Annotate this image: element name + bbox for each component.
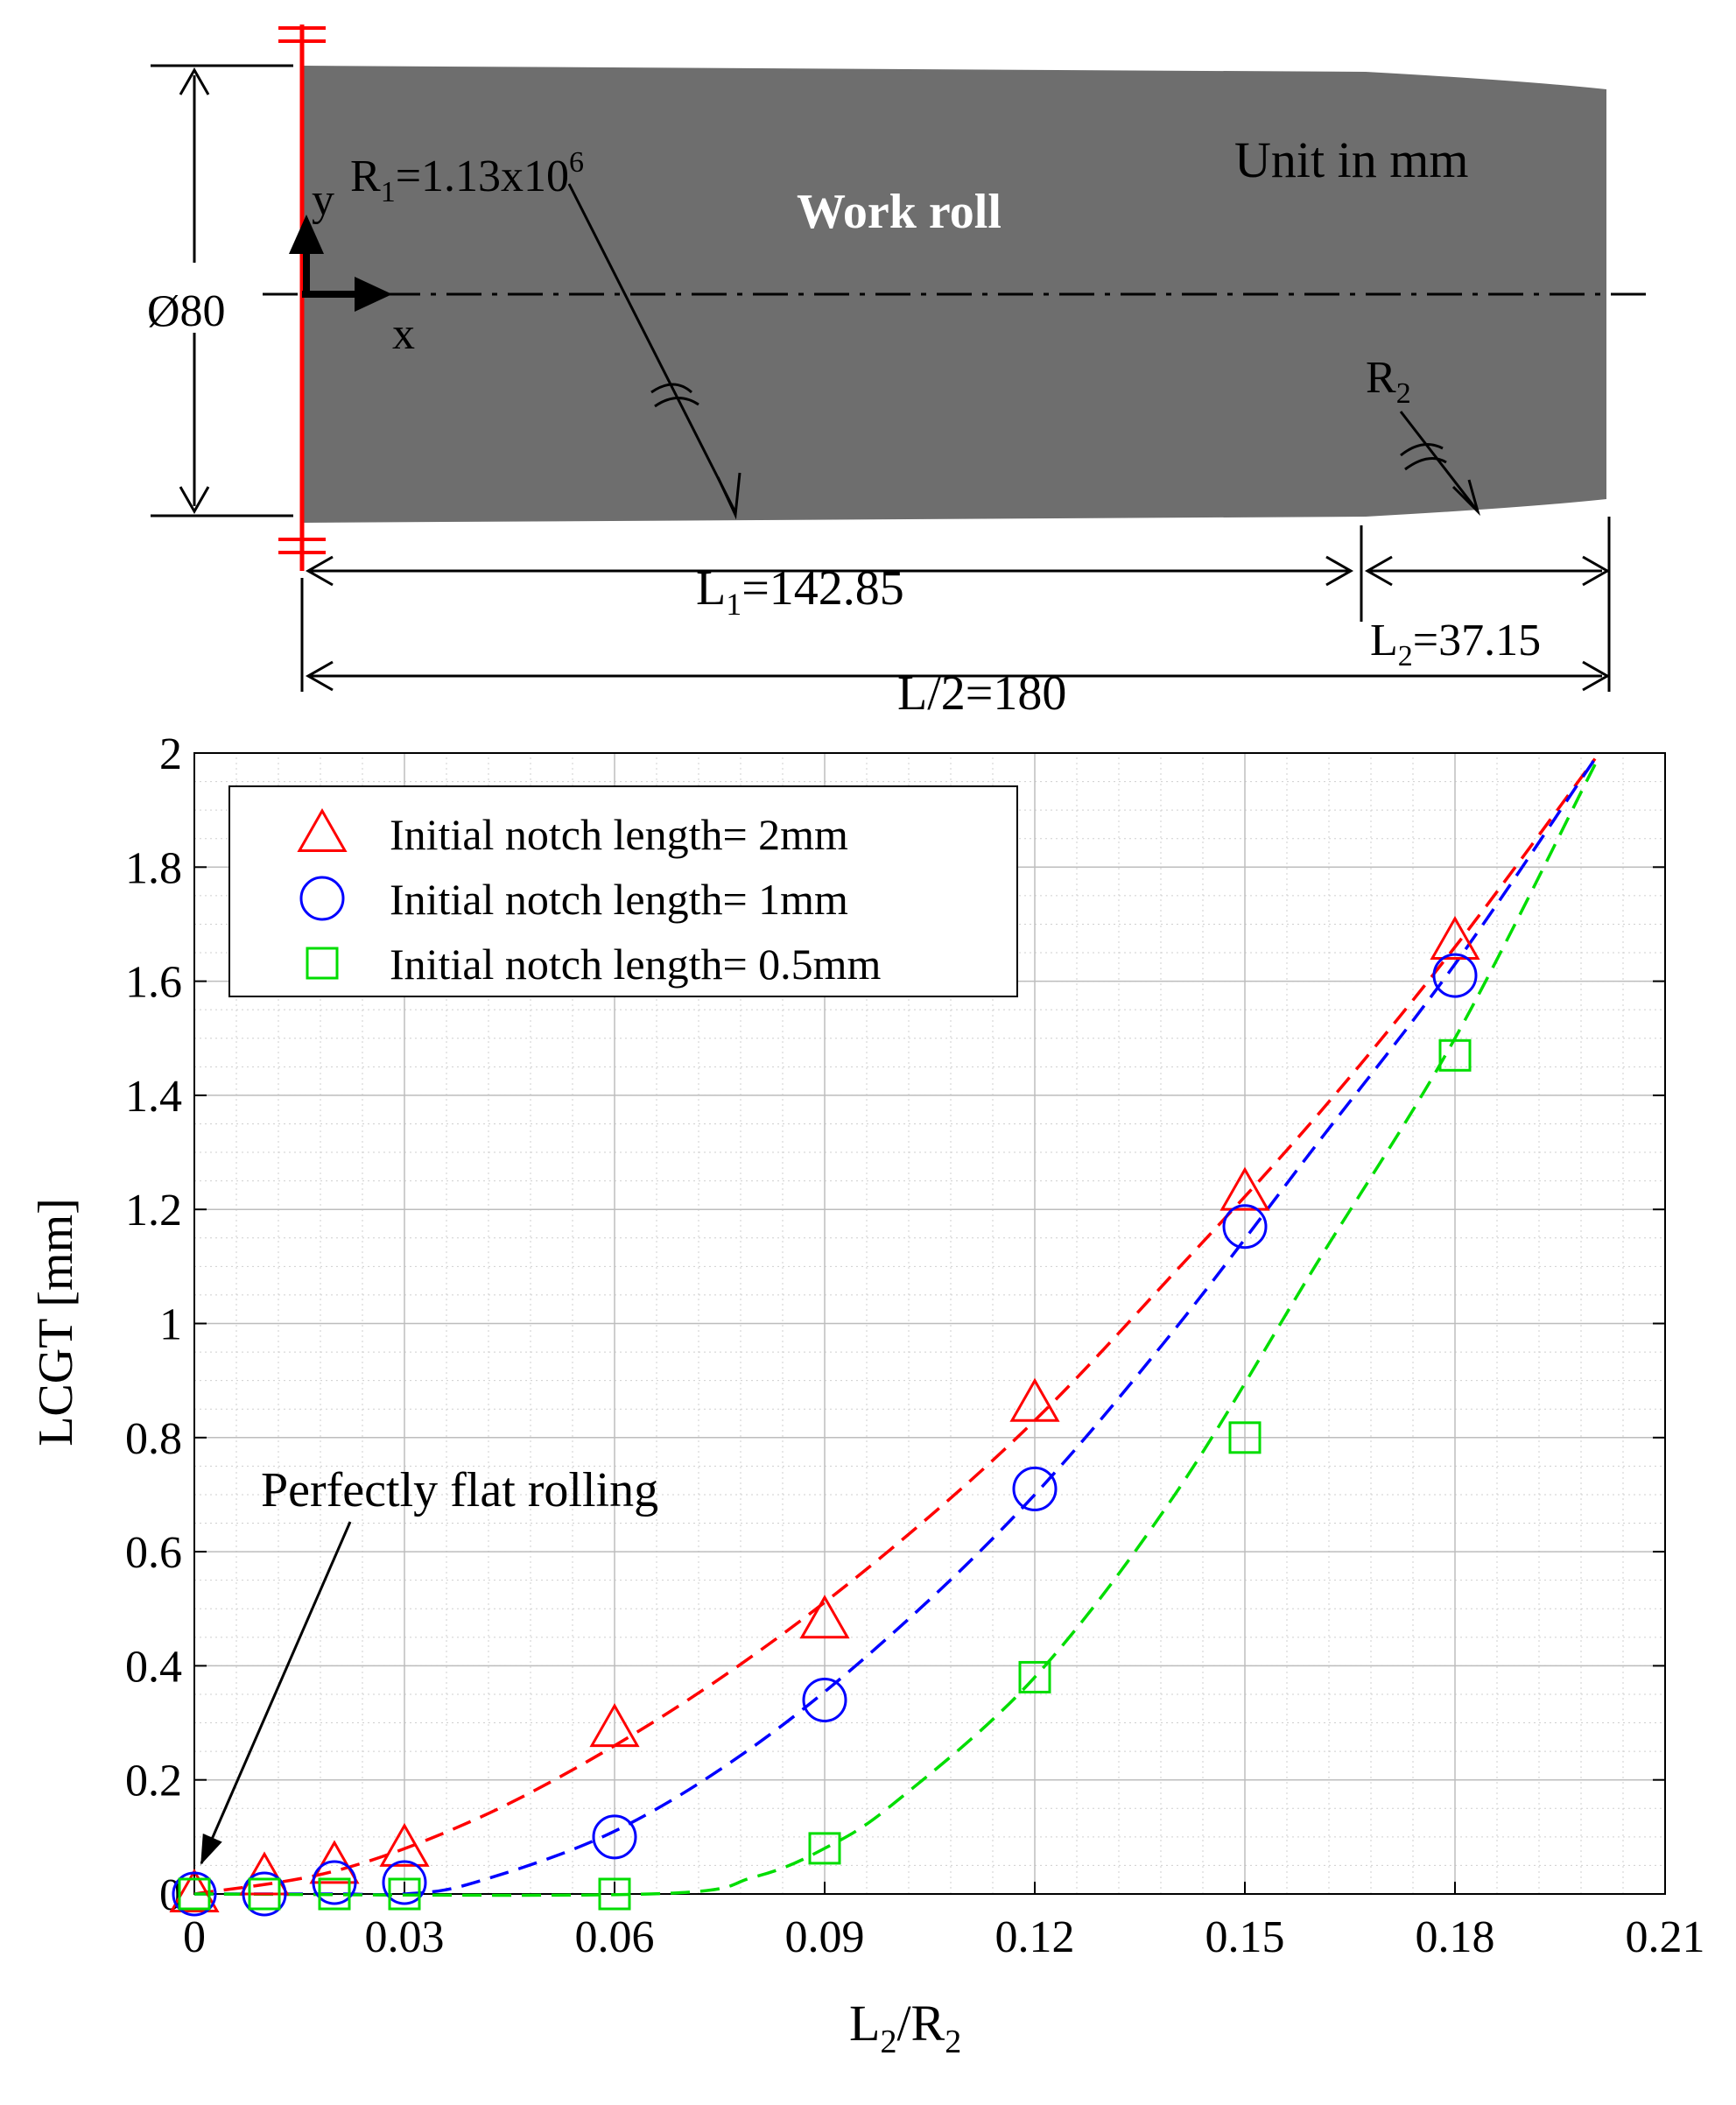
data-point-series-1 <box>1219 1166 1270 1211</box>
l1-dimension <box>305 525 1363 622</box>
annotation-arrow <box>200 1521 352 1865</box>
y-tick-label: 0.8 <box>125 1414 182 1464</box>
legend: Initial notch length= 2mm Initial notch l… <box>228 785 1018 997</box>
half-length-dimension <box>300 578 1611 692</box>
x-tick-label: 0.12 <box>995 1912 1075 1962</box>
data-markers <box>169 915 1480 1917</box>
x-axis-label: L2/R2 <box>849 1995 961 2060</box>
l1-label: L1=142.85 <box>696 561 904 622</box>
data-point-series-1 <box>309 1840 360 1884</box>
data-point-series-1 <box>239 1851 290 1896</box>
fixed-edge-hatch-bottom <box>278 538 326 554</box>
fit-curves <box>193 757 1597 1897</box>
legend-marker-2 <box>299 876 345 921</box>
y-axis-label: LCGT [mm] <box>29 1198 83 1447</box>
y-tick-label: 0.4 <box>125 1642 182 1692</box>
local-axes <box>289 215 392 312</box>
x-tick-label: 0.21 <box>1626 1912 1705 1962</box>
legend-label-2: Initial notch length= 1mm <box>390 875 848 924</box>
data-point-series-3 <box>178 1877 211 1911</box>
legend-marker-1 <box>297 807 348 852</box>
legend-marker-3 <box>306 947 339 980</box>
work-roll-label: Work roll <box>797 185 1002 239</box>
data-point-series-2 <box>382 1860 427 1905</box>
data-point-series-1 <box>799 1595 850 1639</box>
data-point-series-1 <box>589 1703 640 1748</box>
data-point-series-3 <box>1228 1421 1262 1454</box>
chart: 0 0.03 0.06 0.09 0.12 0.15 0.18 0.2100.20.40.60… <box>29 729 1705 2060</box>
l2-label: L2=37.15 <box>1370 616 1541 672</box>
r2-label: R2 <box>1366 353 1411 410</box>
y-tick-label: 0.6 <box>125 1528 182 1578</box>
grid <box>193 752 1666 1895</box>
data-point-series-3 <box>1018 1660 1051 1693</box>
x-tick-label: 0.03 <box>365 1912 445 1962</box>
data-point-series-2 <box>1222 1204 1268 1250</box>
y-tick-label: 1.6 <box>125 958 182 1008</box>
legend-box <box>228 785 1018 997</box>
fit-curve-series-3 <box>193 764 1597 1897</box>
y-tick-label: 2 <box>159 729 182 779</box>
data-point-series-2 <box>1012 1466 1058 1511</box>
data-point-series-3 <box>248 1877 281 1911</box>
r1-label: R1=1.13x106 <box>350 146 584 208</box>
r2-leader <box>1399 411 1480 517</box>
diameter-label: Ø80 <box>147 286 226 336</box>
data-point-series-1 <box>1009 1377 1060 1422</box>
data-point-series-1 <box>379 1822 430 1867</box>
x-tick-label: 0.15 <box>1205 1912 1285 1962</box>
y-tick-label: 0.2 <box>125 1757 182 1806</box>
data-point-series-3 <box>388 1877 421 1911</box>
axis-x-label: x <box>392 309 415 359</box>
y-tick-label: 1.8 <box>125 843 182 893</box>
y-tick-label: 1.4 <box>125 1072 182 1122</box>
data-point-series-2 <box>802 1677 847 1722</box>
data-point-series-1 <box>169 1868 220 1912</box>
fit-curve-series-1 <box>193 757 1597 1896</box>
legend-label-1: Initial notch length= 2mm <box>390 810 848 859</box>
legend-label-3: Initial notch length= 0.5mm <box>390 940 882 989</box>
data-point-series-2 <box>242 1871 287 1917</box>
annotation-label: Perfectly flat rolling <box>261 1463 658 1517</box>
r1-leader <box>567 183 741 520</box>
y-tick-label: 1.2 <box>125 1186 182 1236</box>
fixed-edge-hatch-top <box>278 26 326 43</box>
data-point-series-1 <box>1430 915 1480 960</box>
data-point-series-2 <box>312 1860 357 1905</box>
y-tick-label: 1 <box>159 1300 182 1350</box>
l2-dimension <box>1364 517 1611 692</box>
data-point-series-2 <box>1432 953 1478 998</box>
data-point-series-3 <box>808 1832 841 1865</box>
axis-y-label: y <box>312 175 334 225</box>
data-point-series-3 <box>318 1877 351 1911</box>
data-point-series-2 <box>172 1871 217 1917</box>
data-point-series-2 <box>592 1814 637 1860</box>
half-length-label: L/2=180 <box>897 666 1066 721</box>
data-point-series-3 <box>598 1877 631 1911</box>
x-tick-label: 0 <box>183 1912 206 1962</box>
roll-diagram: Ø80 y x R1=1.13x106 Work roll Unit in mm… <box>147 25 1655 721</box>
ticks: 0 0.03 0.06 0.09 0.12 0.15 0.18 0.2100.20.40.60… <box>125 729 1705 1962</box>
unit-label: Unit in mm <box>1234 131 1468 188</box>
x-tick-label: 0.09 <box>785 1912 865 1962</box>
x-tick-label: 0.18 <box>1416 1912 1495 1962</box>
x-tick-label: 0.06 <box>575 1912 655 1962</box>
data-point-series-3 <box>1438 1038 1472 1072</box>
diameter-dimension <box>151 64 293 517</box>
